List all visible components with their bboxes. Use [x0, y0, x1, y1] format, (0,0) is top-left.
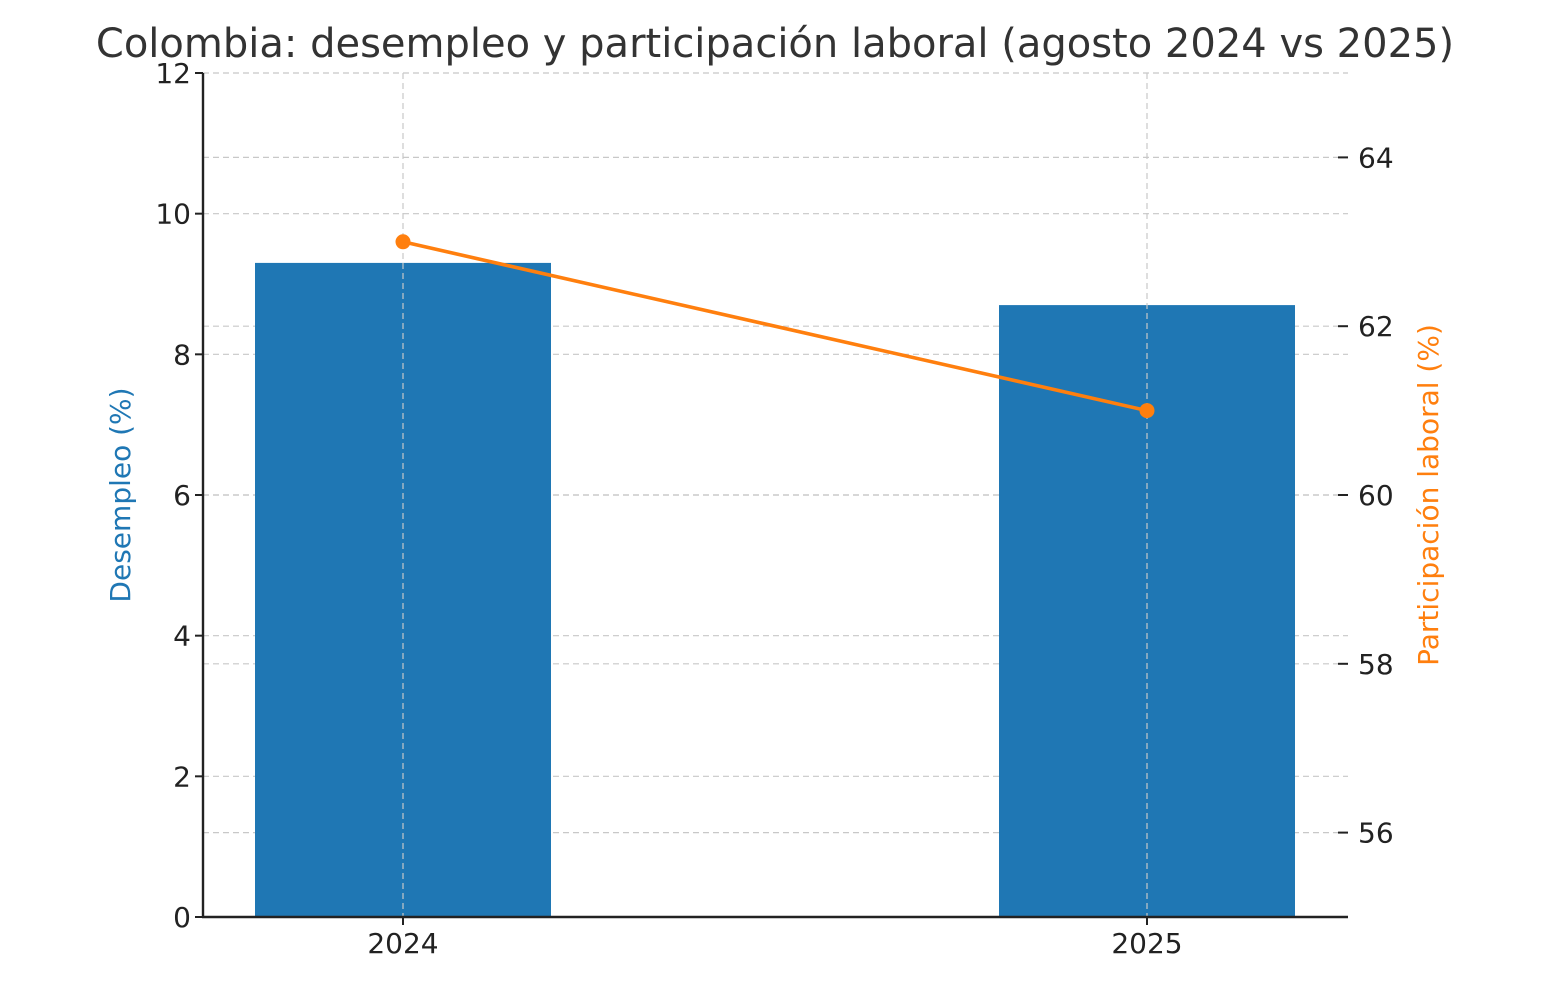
y-tick-label-right-60: 60: [1358, 479, 1394, 512]
y-tick-label-left-0: 0: [173, 901, 191, 934]
y-axis-label-left: Desempleo (%): [104, 387, 137, 602]
y-tick-label-right-64: 64: [1358, 141, 1394, 174]
chart-title: Colombia: desempleo y participación labo…: [96, 21, 1454, 67]
x-tick-label-2025: 2025: [1111, 927, 1182, 960]
y-tick-label-right-58: 58: [1358, 648, 1394, 681]
y-axis-label-right: Participación laboral (%): [1412, 324, 1445, 666]
participation-point-2024: [395, 234, 411, 250]
y-tick-label-right-62: 62: [1358, 310, 1394, 343]
y-tick-label-left-8: 8: [173, 338, 191, 371]
y-tick-label-left-10: 10: [155, 198, 191, 231]
y-tick-label-right-56: 56: [1358, 817, 1394, 850]
x-tick-label-2024: 2024: [367, 927, 438, 960]
y-tick-label-left-4: 4: [173, 620, 191, 653]
y-tick-label-left-6: 6: [173, 479, 191, 512]
y-tick-label-left-2: 2: [173, 760, 191, 793]
y-tick-label-left-12: 12: [155, 57, 191, 90]
participation-line: [402, 240, 1148, 413]
line-series-participacion: [395, 234, 1155, 419]
tick-labels: 0 2 4 6 8 10 12 56 58 60 62 64 2024 2025: [155, 57, 1393, 960]
participation-point-2025: [1139, 403, 1155, 419]
axes: [195, 72, 1348, 925]
